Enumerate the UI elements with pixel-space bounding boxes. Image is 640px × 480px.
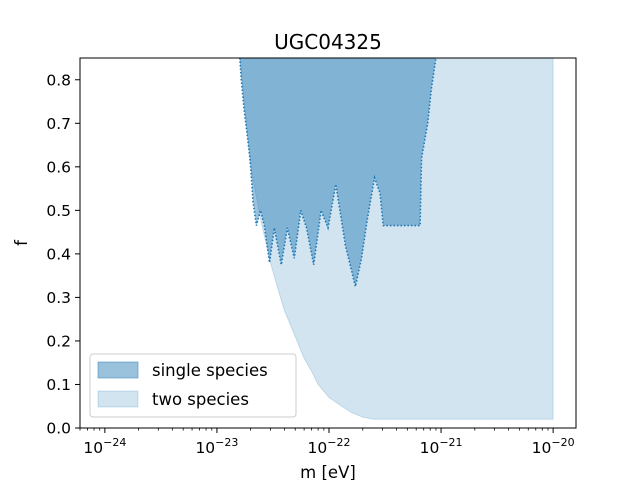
- plot-area: [239, 57, 554, 420]
- x-tick-label: 10−24: [83, 436, 126, 457]
- legend-swatch-two-species: [97, 390, 139, 408]
- y-tick-label: 0.8: [46, 71, 71, 89]
- legend-swatch-single-species: [97, 361, 139, 379]
- legend-box: [89, 353, 297, 418]
- y-tick-label: 0.0: [46, 420, 71, 438]
- x-tick-label: 10−23: [195, 436, 238, 457]
- y-tick-label: 0.3: [46, 289, 71, 307]
- chart-title: UGC04325: [274, 30, 382, 54]
- single-species-boundary-line: [239, 57, 437, 287]
- y-tick-label: 0.4: [46, 245, 71, 263]
- x-tick-label: 10−20: [532, 436, 575, 457]
- x-axis-label: m [eV]: [300, 463, 356, 480]
- y-tick-label: 0.5: [46, 202, 71, 220]
- y-tick-label: 0.2: [46, 332, 71, 350]
- axes-frame: [79, 57, 577, 429]
- y-axis-label: f: [12, 239, 31, 246]
- y-axis-ticks: 0.0 0.1 0.2 0.3 0.4 0.5 0.6 0.7 0.8: [46, 71, 80, 438]
- x-tick-label: 10−22: [308, 436, 351, 457]
- x-axis-ticks: 10−24 10−23 10−22 10−21 10−20: [79, 428, 575, 457]
- legend-label-two-species: two species: [152, 390, 249, 409]
- single-species-area: [239, 58, 436, 287]
- x-tick-label: 10−21: [420, 436, 463, 457]
- y-tick-label: 0.7: [46, 115, 71, 133]
- legend: single species two species: [89, 353, 297, 418]
- two-species-area: [239, 57, 554, 420]
- y-tick-label: 0.1: [46, 376, 71, 394]
- legend-label-single-species: single species: [152, 361, 268, 380]
- y-tick-label: 0.6: [46, 158, 71, 176]
